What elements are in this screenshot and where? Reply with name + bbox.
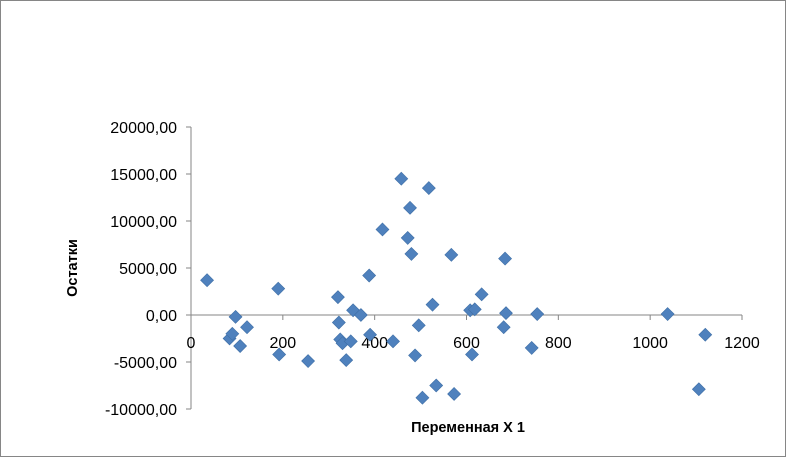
x-tick-label: 200 (269, 335, 296, 352)
x-tick-label: 1000 (632, 335, 668, 352)
x-tick-label: 800 (545, 335, 572, 352)
data-point (496, 320, 511, 335)
data-point (301, 354, 316, 368)
data-point (240, 320, 254, 335)
data-point (408, 348, 422, 363)
data-point (444, 247, 459, 262)
x-tick-label: 1200 (724, 335, 760, 352)
data-point (415, 390, 430, 405)
data-point (272, 347, 287, 362)
y-tick-label: 0,00 (146, 308, 177, 325)
data-point (447, 387, 462, 401)
y-tick-label: 5000,00 (119, 261, 177, 278)
y-tick-label: -5000,00 (114, 355, 177, 372)
data-point (524, 340, 539, 355)
data-point (403, 200, 417, 215)
data-point (375, 222, 390, 237)
data-point (331, 290, 345, 305)
data-point (425, 297, 440, 312)
data-point (691, 382, 706, 397)
data-point (474, 287, 489, 302)
x-tick-label: 600 (453, 335, 480, 352)
x-tick-label: 400 (361, 335, 388, 352)
data-point (421, 181, 436, 196)
x-axis-ticks: 0 200 400 600 800 1000 1200 (187, 315, 760, 352)
data-point (362, 268, 377, 283)
data-point (530, 307, 545, 321)
data-point (404, 246, 419, 261)
data-point (467, 302, 482, 317)
data-point (200, 273, 214, 288)
data-point (233, 339, 248, 353)
y-tick-label: 15000,00 (110, 167, 177, 184)
data-point (400, 230, 415, 245)
data-point (225, 326, 240, 341)
data-point (411, 318, 426, 333)
data-point (363, 327, 377, 342)
data-point (660, 307, 675, 321)
data-point (339, 353, 354, 368)
y-axis-title: Остатки (65, 239, 81, 297)
data-point (353, 308, 368, 322)
data-point (394, 171, 409, 186)
data-point (343, 334, 358, 349)
data-point (465, 347, 479, 362)
x-axis-title: Переменная X 1 (411, 420, 525, 436)
data-point (331, 315, 346, 330)
data-point (429, 378, 444, 393)
y-tick-label: -10000,00 (105, 402, 177, 419)
data-point (498, 251, 512, 266)
data-point (271, 281, 286, 296)
data-point (386, 334, 400, 349)
x-tick-label: 0 (187, 335, 196, 352)
y-axis-ticks: 20000,00 15000,00 10000,00 5000,00 0,00 -5000… (105, 120, 191, 419)
y-tick-label: 10000,00 (110, 214, 177, 231)
data-point (228, 309, 243, 324)
data-points (200, 171, 713, 405)
y-tick-label: 20000,00 (110, 120, 177, 137)
data-point (499, 306, 513, 321)
data-point (698, 327, 713, 342)
